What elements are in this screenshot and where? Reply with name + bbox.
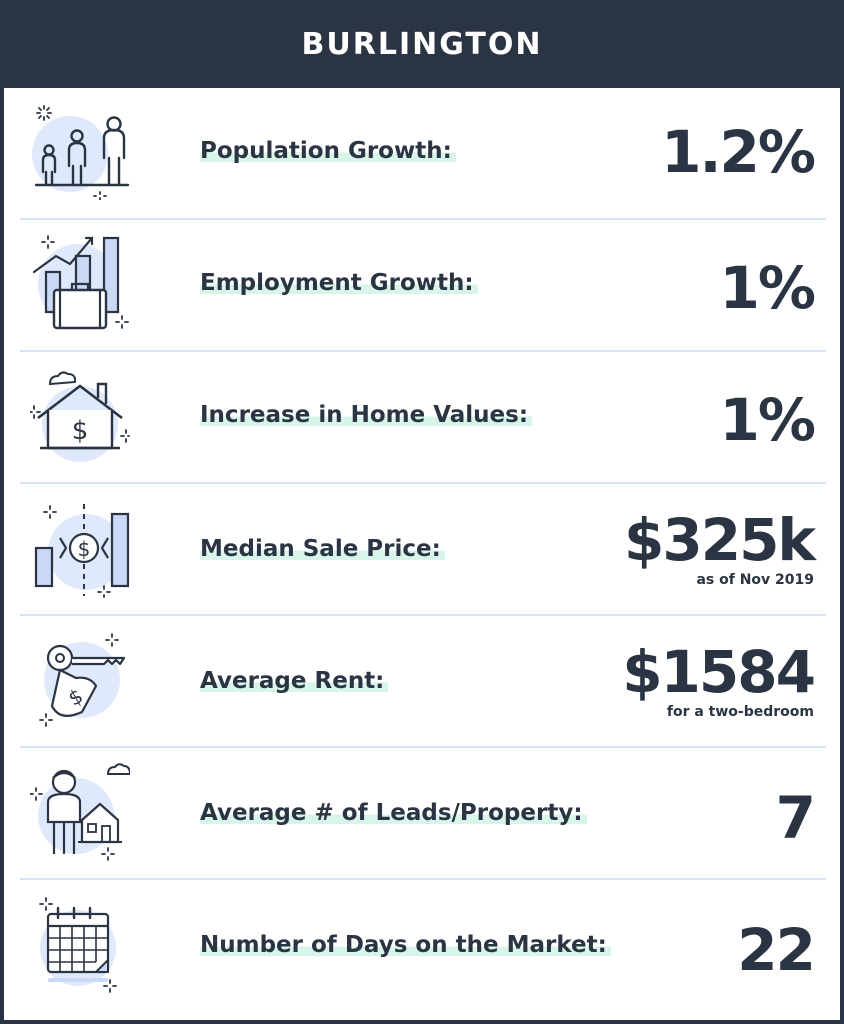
stat-label: Average # of Leads/Property:: [200, 800, 587, 826]
stat-value: 22: [737, 916, 816, 984]
key-tag-icon: $: [30, 630, 130, 730]
stat-label: Average Rent:: [200, 668, 389, 694]
people-growth-icon: [30, 100, 130, 200]
svg-text:$: $: [72, 416, 89, 446]
stat-row-average-rent: $ Average Rent: $1584 for a two-bedroom: [20, 616, 826, 748]
stat-label: Population Growth:: [200, 138, 456, 164]
stat-value: 1.2%: [661, 118, 816, 186]
stat-label: Median Sale Price:: [200, 536, 445, 562]
stat-label: Number of Days on the Market:: [200, 932, 611, 958]
svg-text:$: $: [78, 537, 91, 561]
page-title: BURLINGTON: [301, 26, 543, 62]
stat-row-employment: Employment Growth: 1%: [20, 220, 826, 352]
stat-label: Increase in Home Values:: [200, 402, 533, 428]
stat-value: $325k: [624, 506, 816, 574]
stat-row-population: Population Growth: 1.2%: [20, 88, 826, 220]
header-bar: BURLINGTON: [0, 0, 844, 88]
stat-note: for a two-bedroom: [666, 704, 814, 720]
stat-row-leads-per-property: Average # of Leads/Property: 7: [20, 748, 826, 880]
briefcase-chart-icon: [30, 234, 130, 334]
stat-row-median-sale-price: $ Median Sale Price: $325k as of Nov 201…: [20, 484, 826, 616]
stat-label: Employment Growth:: [200, 270, 478, 296]
agent-house-icon: [30, 762, 130, 862]
stat-value: 1%: [719, 254, 816, 322]
stat-row-days-on-market: Number of Days on the Market: 22: [20, 880, 826, 1016]
stat-value: 7: [775, 784, 816, 852]
house-dollar-icon: $: [30, 366, 130, 466]
stat-value: 1%: [719, 386, 816, 454]
stat-note: as of Nov 2019: [696, 572, 814, 588]
stats-panel: Population Growth: 1.2%: [4, 88, 840, 1020]
calendar-icon: [30, 896, 130, 996]
sale-price-chart-icon: $: [30, 498, 130, 598]
stat-row-home-values: $ Increase in Home Values: 1%: [20, 352, 826, 484]
stat-value: $1584: [622, 638, 816, 706]
